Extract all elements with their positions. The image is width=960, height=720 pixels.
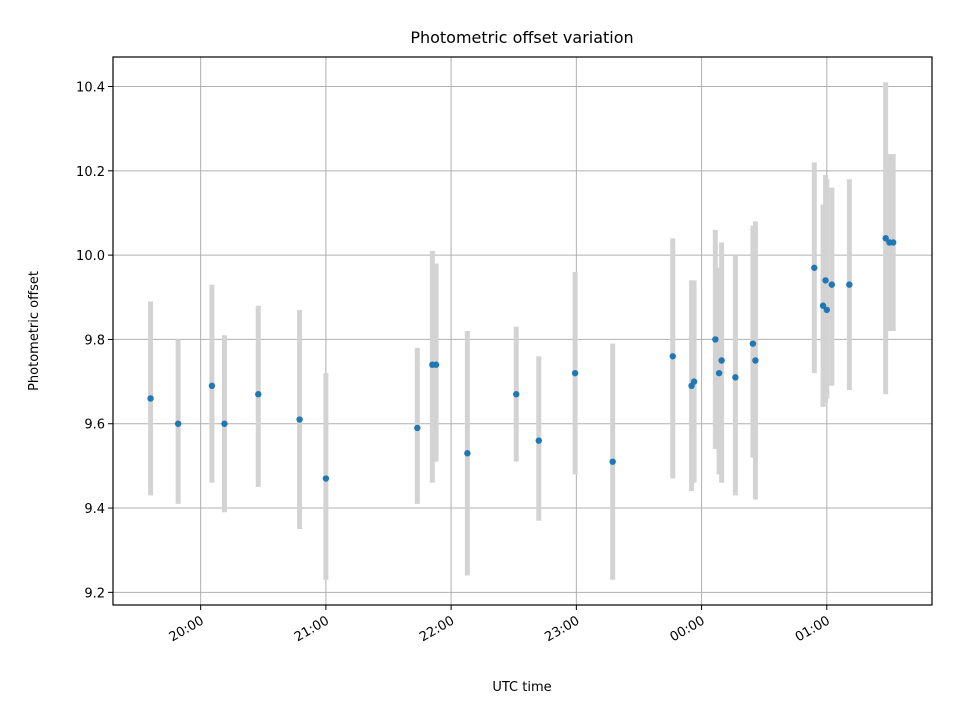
x-tick-label: 20:00 xyxy=(167,613,207,645)
y-tick-label: 10.0 xyxy=(76,249,105,264)
data-point xyxy=(513,391,520,398)
data-point xyxy=(718,357,725,364)
y-tick-label: 10.4 xyxy=(76,81,105,96)
data-point xyxy=(889,239,897,246)
data-point xyxy=(819,302,827,309)
data-point xyxy=(609,458,616,465)
chart-title: Photometric offset variation xyxy=(410,28,633,47)
x-tick-label: 01:00 xyxy=(793,613,833,645)
point-layer xyxy=(147,235,897,482)
data-point xyxy=(715,369,723,377)
y-tick-label: 9.8 xyxy=(84,333,105,348)
x-tick-label: 22:00 xyxy=(417,613,457,645)
y-tick-label: 9.6 xyxy=(84,418,105,433)
data-point xyxy=(752,357,759,364)
data-point xyxy=(690,378,698,385)
data-point xyxy=(414,424,421,432)
data-point xyxy=(221,420,228,427)
data-point xyxy=(828,281,836,288)
data-point xyxy=(822,277,829,284)
grid-layer xyxy=(113,57,932,605)
data-point xyxy=(823,306,831,314)
y-tick-label: 9.2 xyxy=(84,586,105,601)
data-point xyxy=(147,395,154,402)
x-tick-label: 00:00 xyxy=(668,613,708,645)
y-axis-label: Photometric offset xyxy=(27,271,42,391)
data-point xyxy=(432,361,440,368)
x-axis-label: UTC time xyxy=(492,680,551,695)
x-tick-label: 21:00 xyxy=(292,613,332,645)
data-point xyxy=(882,235,889,242)
data-point xyxy=(535,437,542,444)
data-point xyxy=(749,340,757,347)
data-point xyxy=(255,391,262,398)
errorbar-layer xyxy=(148,82,896,580)
plot-frame xyxy=(112,56,933,606)
data-point xyxy=(732,374,739,381)
y-tick-label: 9.4 xyxy=(84,502,105,517)
y-tick-label: 10.2 xyxy=(76,165,105,180)
data-point xyxy=(174,420,182,427)
data-point xyxy=(571,369,579,377)
data-point xyxy=(296,416,303,423)
data-point xyxy=(464,450,471,457)
data-point xyxy=(712,336,719,343)
data-point xyxy=(811,264,818,271)
data-point xyxy=(669,353,676,360)
data-point xyxy=(208,382,216,389)
data-point xyxy=(322,475,330,482)
data-point xyxy=(846,281,853,288)
x-tick-label: 23:00 xyxy=(542,613,582,645)
